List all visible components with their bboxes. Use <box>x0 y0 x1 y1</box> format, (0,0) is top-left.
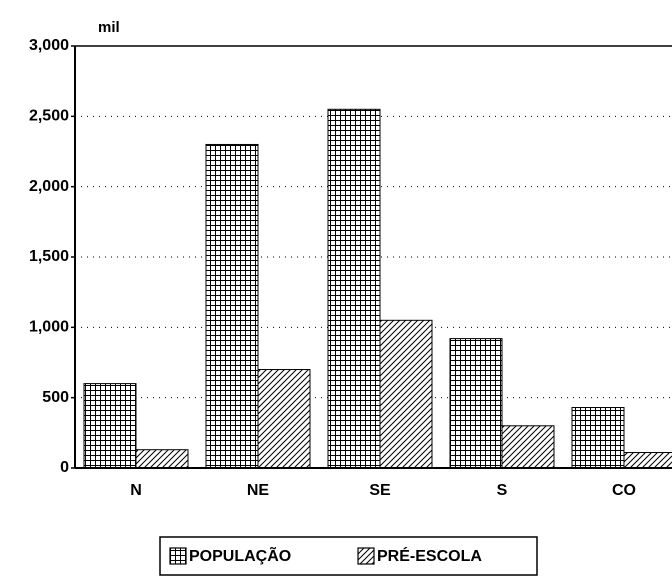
x-tick-label: SE <box>369 482 391 499</box>
y-tick-label: 1,000 <box>29 319 69 336</box>
x-tick-label: NE <box>247 482 270 499</box>
y-tick-label: 3,000 <box>29 37 69 54</box>
bar <box>379 319 433 469</box>
legend-label: PRÉ-ESCOLA <box>377 546 482 565</box>
y-tick-label: 2,500 <box>29 108 69 125</box>
y-tick-label: 2,000 <box>29 178 69 195</box>
legend-label: POPULAÇÃO <box>189 545 291 565</box>
bar <box>449 338 503 469</box>
x-tick-label: S <box>497 482 508 499</box>
bar <box>327 108 381 469</box>
legend-box <box>159 536 538 576</box>
legend-swatch <box>169 547 187 565</box>
bar <box>83 383 137 469</box>
y-tick-label: 500 <box>42 389 69 406</box>
x-tick-label: CO <box>612 482 636 499</box>
bar <box>257 369 311 469</box>
bar <box>623 452 672 469</box>
y-tick-label: 1,500 <box>29 248 69 265</box>
bar <box>205 143 259 469</box>
bar <box>571 407 625 469</box>
legend-swatch <box>357 547 375 565</box>
y-tick-label: 0 <box>60 459 69 476</box>
unit-label: mil <box>98 19 120 36</box>
x-tick-label: N <box>130 482 142 499</box>
bar <box>135 449 189 469</box>
bar <box>501 425 555 469</box>
